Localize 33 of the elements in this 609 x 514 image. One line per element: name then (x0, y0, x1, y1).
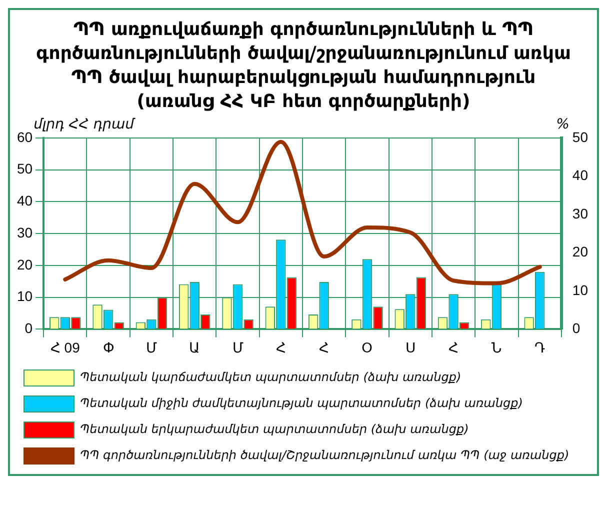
y-tick-label: 10 (16, 288, 33, 304)
y-tick-label: 0 (24, 320, 33, 336)
x-tick-label: Հ (276, 339, 286, 356)
x-tick-label: Փ (102, 339, 114, 356)
legend-label: Պետական կարճաժամկետ պարտատոմսեր (ձախ առանցք) (80, 370, 462, 384)
x-tick-label: Ա (189, 339, 200, 356)
y2-tick-label: 40 (572, 167, 588, 184)
x-tick-label: Ս (405, 339, 416, 356)
y2-tick-label: 30 (572, 205, 588, 222)
x-tick-label: Հ (319, 339, 330, 356)
legend-label: ՊՊ գործառնությունների ծավալ/Շրջանառությունում առկա ՊՊ (աջ առանցք) (80, 448, 570, 462)
x-tick-label: Օ (362, 339, 373, 356)
y-tick-label: 50 (16, 160, 33, 177)
y-tick-label: 20 (16, 256, 33, 272)
y2-tick-label: 50 (572, 128, 588, 145)
y-tick-label: 40 (16, 192, 33, 209)
line-series (63, 140, 542, 286)
y2-tick-label: 0 (572, 320, 580, 336)
x-tick-label: Դ (534, 339, 546, 356)
y2-axis-title: % (556, 116, 570, 133)
y2-tick-label: 20 (572, 244, 588, 260)
legend-label: Պետական միջին ժամկետայնության պարտատոմսեր (ձախ առանցք) (80, 396, 523, 410)
legend-label: Պետական երկարաժամկետ պարտատոմսեր (ձախ առանցք) (80, 422, 469, 436)
y-tick-label: 30 (16, 224, 33, 240)
y-tick-label: 60 (16, 128, 33, 145)
x-tick-label: Հ 09 (50, 339, 80, 356)
x-tick-label: Հ (448, 339, 459, 356)
x-tick-label: Մ (232, 339, 244, 356)
y-axis-title: մլրդ ՀՀ դրամ (34, 116, 136, 133)
y2-tick-label: 10 (572, 282, 588, 298)
x-tick-label: Մ (146, 339, 157, 356)
x-tick-label: Ն (492, 339, 502, 356)
chart-title: ՊՊ առքուվաճառքի գործառնությունների և ՊՊ գործառնությունների ծավալ/շրջանառությունում առկա ՊՊ ծավալ հարաբերակցության համադրություն (առանց ՀՀ ԿԲ հետ գործարքների) (35, 18, 572, 114)
